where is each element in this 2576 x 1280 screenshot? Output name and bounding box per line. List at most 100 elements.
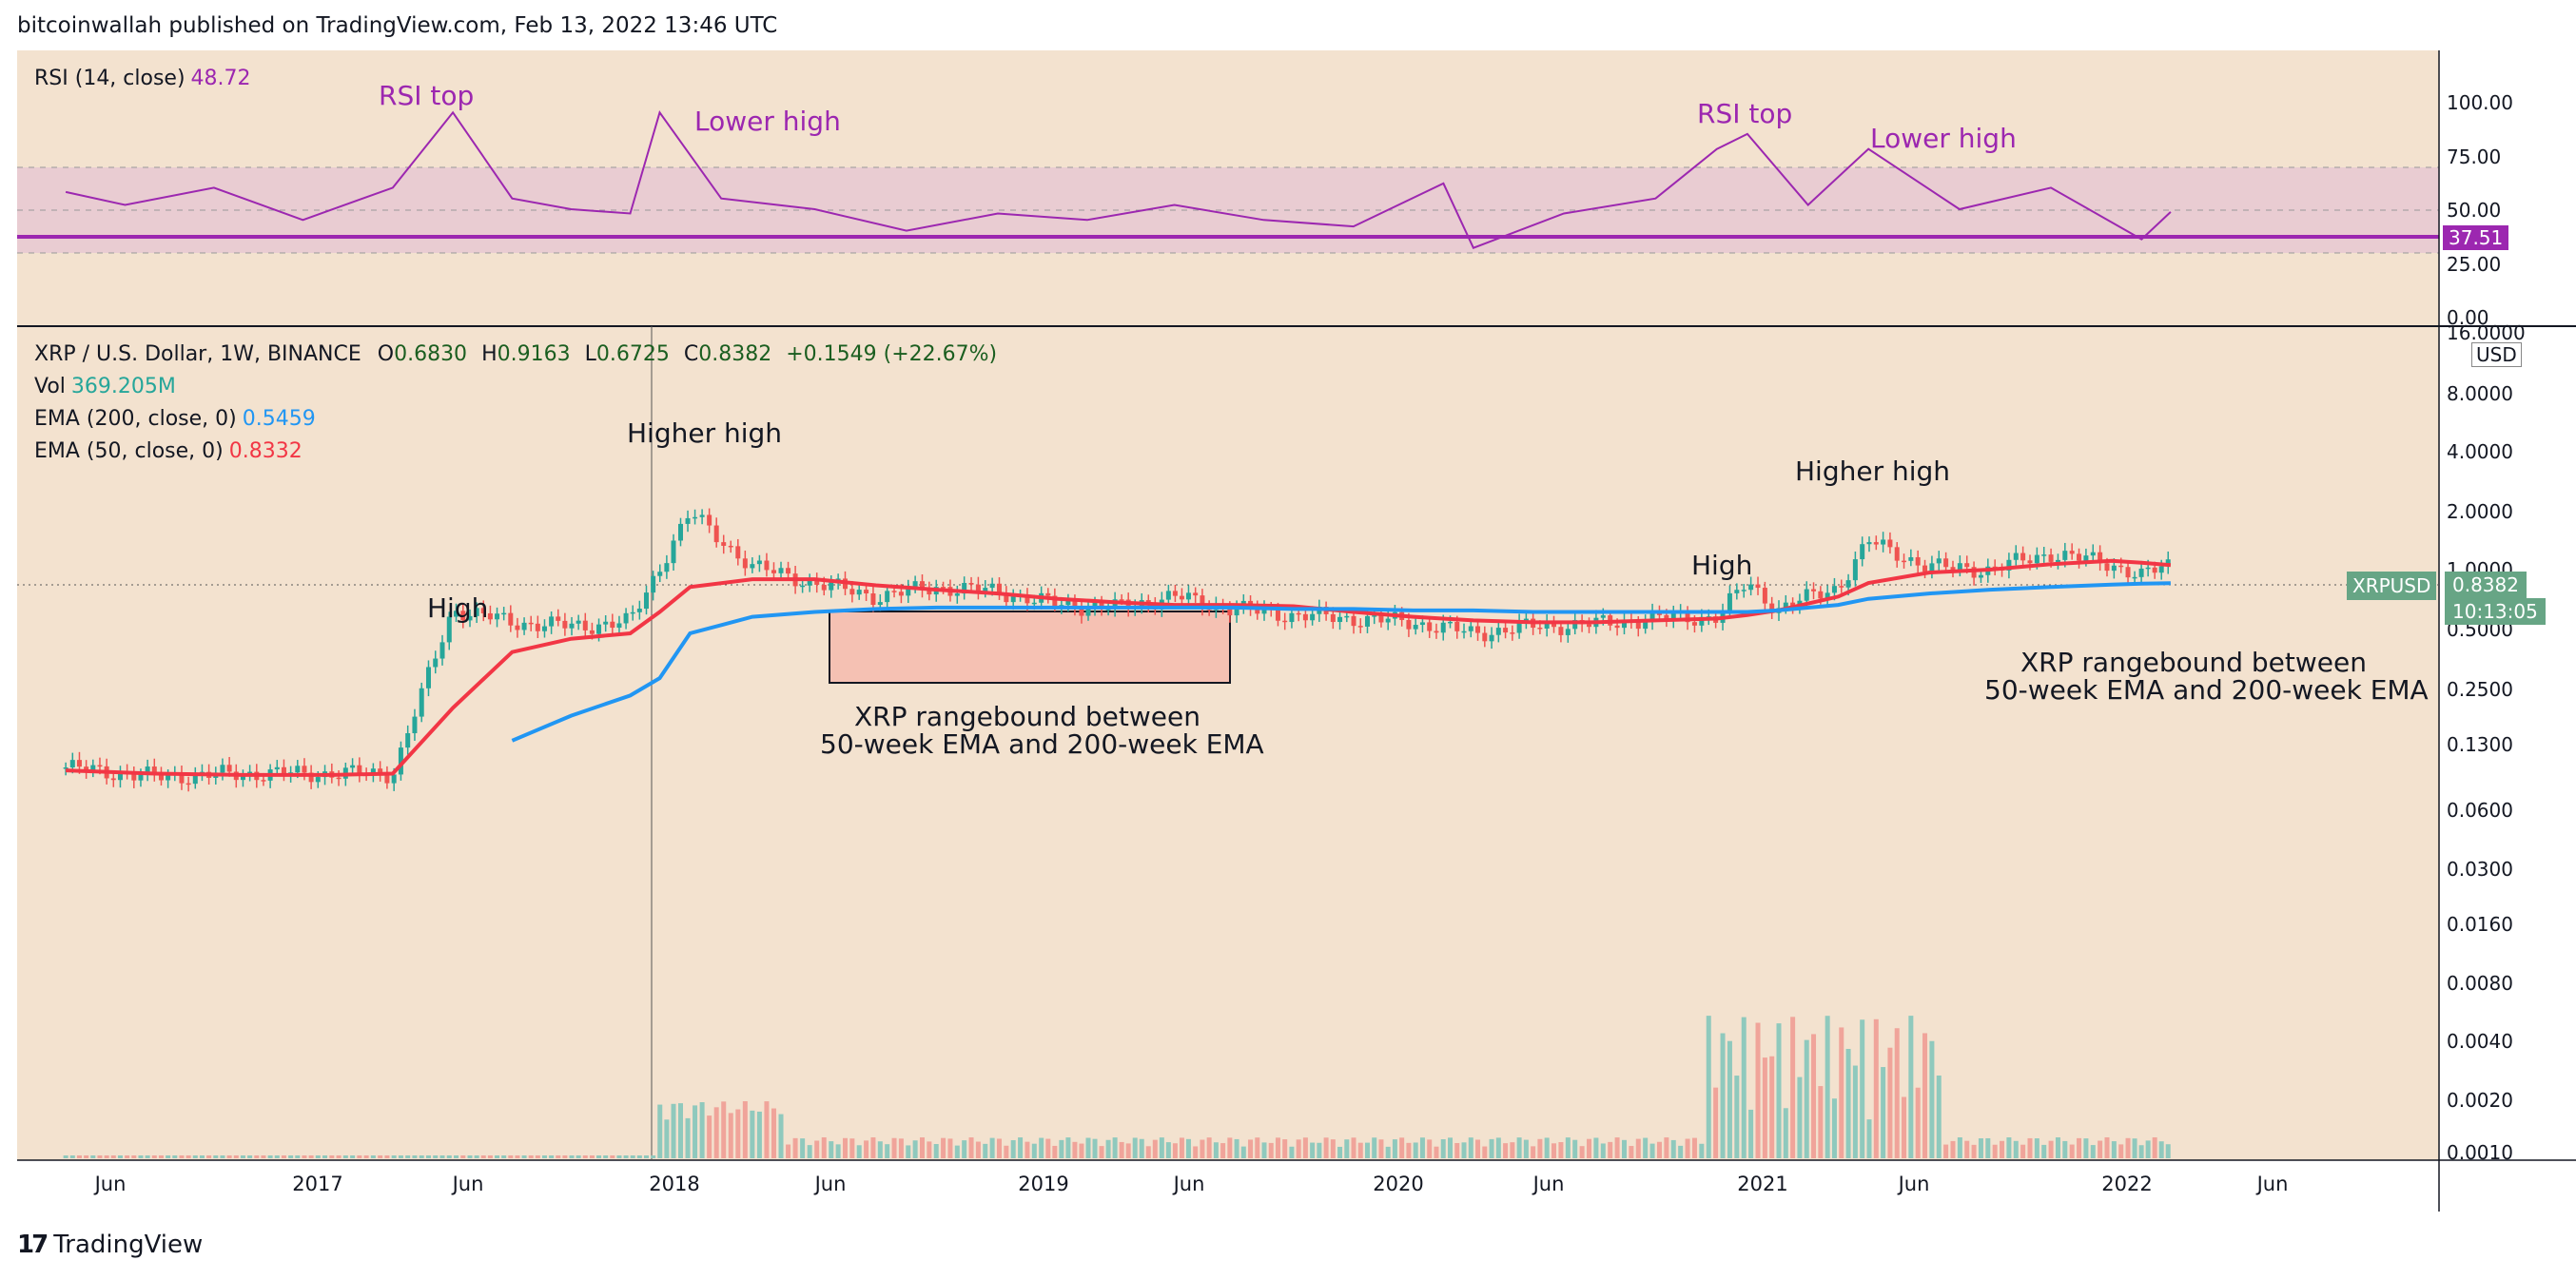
- volume-bar: [1255, 1137, 1260, 1158]
- candle-body: [1227, 608, 1233, 616]
- candle-body: [474, 608, 479, 616]
- candle-body: [1734, 590, 1740, 593]
- candle-body: [2048, 554, 2054, 562]
- volume-bar: [515, 1155, 520, 1158]
- volume-bar: [1873, 1018, 1879, 1158]
- ticker-tag[interactable]: XRPUSD: [2347, 572, 2437, 600]
- candle-body: [603, 621, 609, 625]
- candle-body: [589, 630, 595, 634]
- candle-body: [439, 642, 445, 659]
- volume-bar: [1213, 1142, 1219, 1158]
- candle-body: [412, 716, 418, 734]
- candle-body: [535, 623, 540, 631]
- volume-bar: [1240, 1146, 1246, 1158]
- candle-body: [1551, 622, 1557, 628]
- volume-bar: [756, 1111, 762, 1158]
- volume-bar: [467, 1155, 473, 1158]
- volume-bar: [117, 1155, 123, 1158]
- volume-bar: [2098, 1140, 2103, 1158]
- volume-bar: [657, 1104, 663, 1158]
- volume-bar: [2041, 1144, 2047, 1158]
- range-annotation-2: XRP rangebound between 50-week EMA and 2…: [1984, 647, 2429, 707]
- volume-bar: [179, 1155, 185, 1158]
- candle-body: [728, 545, 733, 548]
- candle-body: [1310, 613, 1316, 621]
- volume-bar: [569, 1155, 575, 1158]
- tradingview-brand[interactable]: 17 TradingView: [17, 1231, 203, 1259]
- volume-bar: [735, 1109, 741, 1158]
- volume-bar: [1929, 1040, 1935, 1158]
- candle-body: [1516, 621, 1522, 633]
- volume-bar: [247, 1155, 253, 1158]
- candle-body: [240, 774, 245, 781]
- volume-bar: [1427, 1139, 1433, 1158]
- volume-bar: [1985, 1137, 1991, 1158]
- price-tick-16: 16.0000: [2447, 321, 2526, 344]
- volume-bar: [439, 1155, 445, 1158]
- candle-body: [261, 780, 266, 782]
- volume-bar: [814, 1140, 820, 1158]
- volume-bar: [1720, 1033, 1726, 1158]
- volume-bar: [1031, 1143, 1037, 1158]
- currency-label[interactable]: USD: [2471, 342, 2522, 367]
- range-box[interactable]: [829, 611, 1231, 684]
- volume-bar: [1992, 1144, 1998, 1158]
- candle-body: [370, 768, 376, 775]
- candle-body: [1957, 563, 1962, 570]
- volume-bar: [912, 1140, 918, 1158]
- volume-bar: [2069, 1144, 2075, 1158]
- price-tick-0.25: 0.2500: [2447, 678, 2513, 701]
- volume-bars: [63, 1016, 2171, 1158]
- candle-body: [1357, 626, 1363, 628]
- volume-bar: [1085, 1137, 1091, 1158]
- volume-bar: [1769, 1056, 1775, 1158]
- volume-bar: [651, 1155, 656, 1158]
- candle-body: [2034, 554, 2039, 564]
- volume-bar: [350, 1155, 356, 1158]
- candle-body: [2006, 559, 2012, 571]
- volume-bar: [589, 1155, 595, 1158]
- volume-bar: [378, 1155, 383, 1158]
- volume-bar: [2138, 1145, 2144, 1158]
- candle-body: [786, 568, 791, 574]
- volume-bar: [1413, 1142, 1418, 1158]
- volume-bar: [983, 1143, 988, 1158]
- volume-bar: [487, 1155, 493, 1158]
- publisher-line: bitcoinwallah published on TradingView.c…: [17, 13, 778, 38]
- candle-body: [1929, 563, 1935, 572]
- volume-bar: [1220, 1143, 1226, 1158]
- volume-bar: [2062, 1140, 2068, 1158]
- candle-body: [919, 581, 925, 590]
- volume-bar: [1179, 1137, 1184, 1158]
- candle-body: [877, 602, 883, 606]
- tradingview-brand-label: TradingView: [53, 1231, 204, 1259]
- volume-bar: [2152, 1137, 2157, 1158]
- price-tick-0.008: 0.0080: [2447, 972, 2513, 995]
- time-tick-jun-2019: Jun: [1173, 1173, 1205, 1195]
- candle-body: [707, 514, 712, 526]
- volume-bar: [636, 1155, 642, 1158]
- volume-bar: [398, 1155, 403, 1158]
- volume-bar: [1691, 1137, 1697, 1158]
- volume-bar: [370, 1155, 376, 1158]
- volume-bar: [1275, 1137, 1280, 1158]
- candle-body: [630, 611, 635, 614]
- candle-body: [1045, 592, 1051, 596]
- volume-bar: [962, 1140, 967, 1158]
- candle-body: [1881, 539, 1886, 545]
- ema50-line: [66, 558, 2172, 777]
- price-tag[interactable]: 0.8382: [2445, 572, 2527, 598]
- volume-legend-value: 369.205M: [70, 375, 176, 398]
- candle-body: [1085, 608, 1091, 616]
- candle-body: [556, 616, 561, 621]
- candle-body: [2125, 567, 2131, 578]
- candle-body: [69, 760, 75, 767]
- volume-bar: [954, 1145, 960, 1158]
- candle-body: [166, 774, 171, 781]
- candle-body: [480, 608, 486, 613]
- ema200-legend: EMA (200, close, 0) 0.5459: [34, 407, 316, 431]
- high-annotation-1: High: [427, 592, 489, 624]
- price-legend-symbol-row: XRP / U.S. Dollar, 1W, BINANCE O0.6830 H…: [34, 342, 997, 366]
- volume-bar: [671, 1103, 676, 1158]
